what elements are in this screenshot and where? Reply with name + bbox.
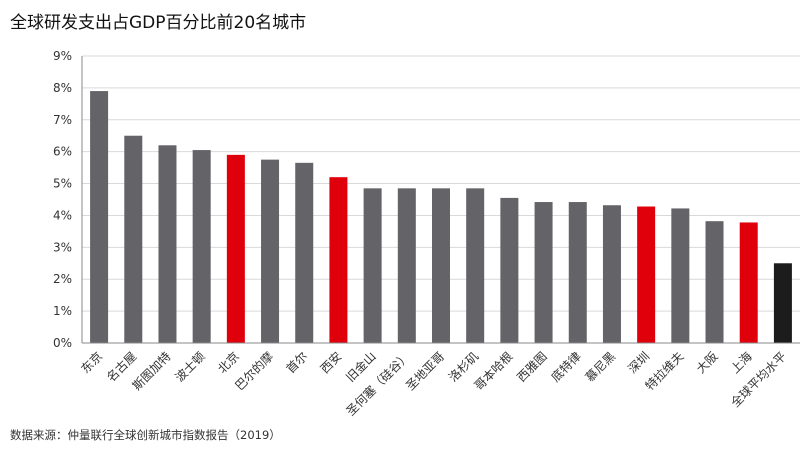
bar (90, 91, 109, 343)
x-tick-label: 斯图加特 (129, 349, 174, 394)
x-tick-label: 北京 (215, 349, 242, 376)
bar (432, 188, 450, 343)
y-tick-label: 4% (53, 208, 72, 222)
x-tick-label: 深圳 (625, 349, 652, 376)
bars (90, 91, 792, 343)
y-axis-ticks: 0% 1% 2% 3% 4% 5% 6% 7% 8% 9% (53, 49, 72, 350)
x-tick-label: 特拉维夫 (642, 349, 687, 394)
x-tick-label: 底特律 (548, 349, 584, 385)
bar (226, 154, 245, 343)
x-tick-label: 波士顿 (172, 349, 207, 384)
bar (329, 177, 348, 343)
x-tick-label: 首尔 (283, 349, 311, 377)
x-tick-label: 圣地亚哥 (403, 349, 447, 393)
bar (363, 188, 382, 343)
y-tick-label: 5% (53, 177, 72, 191)
y-tick-label: 6% (53, 145, 72, 159)
bar (534, 202, 553, 343)
x-tick-label: 巴尔的摩 (232, 349, 277, 394)
x-tick-label: 大阪 (694, 349, 721, 376)
x-tick-label: 哥本哈根 (472, 349, 516, 393)
bar (500, 197, 519, 343)
bar (568, 202, 587, 343)
x-tick-label: 西雅图 (514, 349, 550, 385)
bar (671, 208, 690, 343)
bar (466, 188, 485, 343)
y-tick-label: 8% (53, 81, 72, 95)
source-note: 数据来源：仲量联行全球创新城市指数报告（2019） (10, 428, 281, 442)
bar (124, 135, 143, 343)
bar (773, 263, 792, 343)
y-tick-label: 3% (53, 240, 72, 254)
bar (192, 150, 211, 343)
bar (261, 159, 280, 343)
axes (81, 56, 800, 344)
x-tick-label: 西安 (317, 349, 345, 377)
bar (397, 188, 416, 343)
bar (705, 221, 724, 343)
bar (158, 145, 177, 343)
y-tick-label: 9% (53, 49, 72, 63)
bar (602, 205, 621, 343)
bar (637, 206, 656, 343)
bar (295, 162, 314, 343)
x-tick-label: 上海 (727, 349, 755, 377)
x-tick-label: 慕尼黑 (583, 349, 618, 384)
y-tick-label: 0% (53, 336, 72, 350)
y-tick-label: 2% (53, 272, 72, 286)
y-tick-label: 7% (53, 113, 72, 127)
x-tick-label: 东京 (78, 349, 105, 376)
bar (739, 222, 758, 343)
y-tick-label: 1% (53, 304, 72, 318)
chart-title: 全球研发支出占GDP百分比前20名城市 (10, 13, 307, 33)
